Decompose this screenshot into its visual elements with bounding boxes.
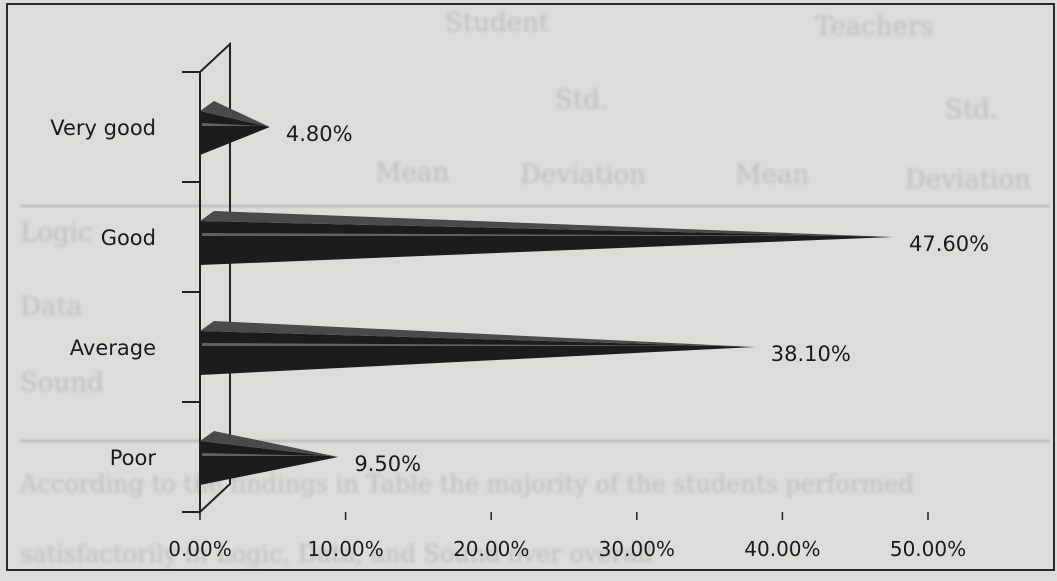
data-label: 38.10% [771, 342, 851, 366]
x-tick-label: 0.00% [168, 537, 232, 561]
bar-cone-top [200, 101, 270, 127]
category-label: Very good [50, 116, 156, 140]
bar-cone [200, 221, 894, 265]
bleed-through-text: Sound [20, 368, 104, 398]
bleed-through-text: According to the findings in Table the m… [20, 470, 914, 498]
bleed-through-text: Data [20, 292, 83, 322]
data-label: 4.80% [286, 122, 353, 146]
bar-cone-highlight [202, 233, 888, 236]
bar-cone [200, 331, 755, 375]
bar-cone-highlight [202, 123, 264, 126]
bar-cone-highlight [202, 453, 333, 456]
bleed-through-text: Deviation [520, 160, 646, 190]
bleed-through-text: Mean [735, 160, 810, 190]
bleed-through-rule [20, 205, 1050, 207]
category-label: Poor [110, 446, 157, 470]
data-label: 9.50% [354, 452, 421, 476]
x-tick-label: 10.00% [307, 537, 383, 561]
bar-cone-top [200, 431, 339, 457]
category-label: Good [101, 226, 156, 250]
bar-cone [200, 441, 339, 485]
x-tick-label: 30.00% [599, 537, 675, 561]
bleed-through-text: satisfactorily in Logic, Data, and Sound… [20, 540, 653, 568]
bleed-through-text: Student [445, 8, 550, 38]
x-tick-label: 20.00% [453, 537, 529, 561]
bleed-through-text: Std. [945, 95, 999, 125]
bar-cone-top [200, 321, 755, 347]
bleed-through-text: Teachers [815, 12, 934, 42]
category-label: Average [70, 336, 156, 360]
bleed-through-text: Mean [375, 158, 450, 188]
x-tick-label: 50.00% [890, 537, 966, 561]
chart-frame [6, 3, 1055, 571]
bleed-through-text: Std. [555, 85, 609, 115]
bar-cone [200, 111, 270, 155]
bar-cone-highlight [202, 343, 749, 346]
bar-cone-top [200, 211, 894, 237]
bleed-through-text: Logic [20, 218, 93, 248]
bleed-through-rule [20, 440, 1050, 442]
bleed-through-text: Deviation [905, 165, 1031, 195]
x-tick-label: 40.00% [744, 537, 820, 561]
data-label: 47.60% [909, 232, 989, 256]
